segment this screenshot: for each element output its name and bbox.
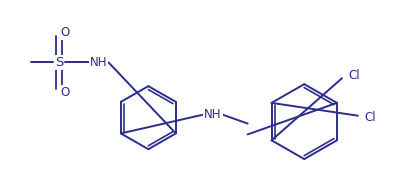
Text: O: O xyxy=(60,86,70,99)
Text: Cl: Cl xyxy=(348,69,360,82)
Text: NH: NH xyxy=(204,108,222,121)
Text: O: O xyxy=(60,26,70,39)
Text: NH: NH xyxy=(90,56,107,69)
Text: S: S xyxy=(55,56,63,69)
Text: Cl: Cl xyxy=(364,111,376,124)
